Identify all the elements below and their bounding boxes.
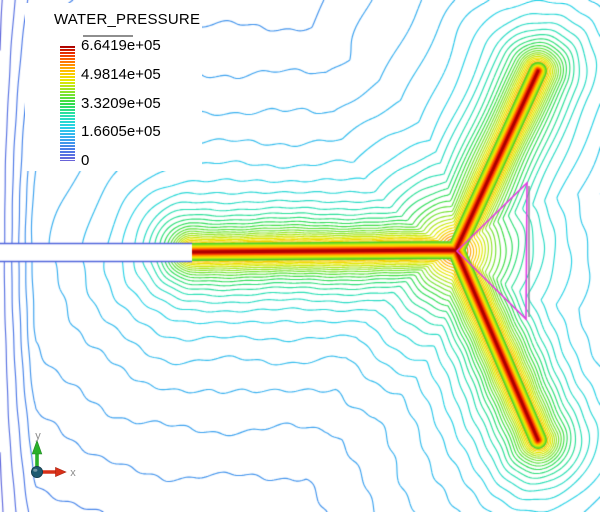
colorbar (60, 46, 75, 161)
axis-triad: y x (30, 430, 76, 479)
legend-tick-max: 6.6419e+05 (81, 37, 161, 54)
origin-sphere-icon (30, 466, 43, 479)
legend-tick: 4.9814e+05 (81, 66, 161, 83)
pressure-legend: WATER_PRESSURE 6.6419e+05 4.9814e+05 3.3… (25, 3, 202, 171)
legend-tick: 1.6605e+05 (81, 123, 161, 140)
legend-tick: 3.3209e+05 (81, 95, 161, 112)
x-axis-label: x (70, 467, 76, 479)
legend-tick-min: 0 (81, 152, 90, 169)
legend-underline (83, 35, 133, 37)
legend-title: WATER_PRESSURE (54, 11, 201, 28)
y-axis-label: y (35, 430, 41, 442)
